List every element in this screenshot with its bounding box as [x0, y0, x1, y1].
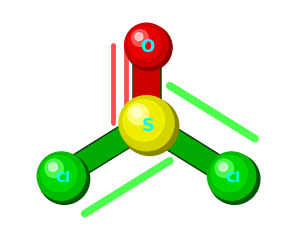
Circle shape [49, 163, 57, 172]
Circle shape [41, 156, 77, 192]
Circle shape [121, 98, 179, 156]
Circle shape [209, 154, 260, 204]
Text: Cl: Cl [225, 171, 240, 185]
Circle shape [37, 152, 86, 200]
Circle shape [207, 152, 256, 200]
Text: S: S [142, 116, 154, 134]
Circle shape [211, 156, 247, 192]
Text: O: O [140, 38, 155, 56]
Text: Cl: Cl [55, 171, 70, 185]
Circle shape [126, 26, 172, 71]
Circle shape [219, 163, 227, 172]
Circle shape [132, 108, 142, 118]
Circle shape [128, 104, 149, 125]
Circle shape [119, 96, 174, 151]
Circle shape [45, 159, 63, 178]
Circle shape [132, 30, 148, 47]
Circle shape [123, 100, 164, 142]
Circle shape [135, 34, 143, 41]
Circle shape [39, 154, 90, 204]
Circle shape [215, 159, 234, 178]
Circle shape [125, 24, 168, 68]
Circle shape [128, 27, 161, 60]
